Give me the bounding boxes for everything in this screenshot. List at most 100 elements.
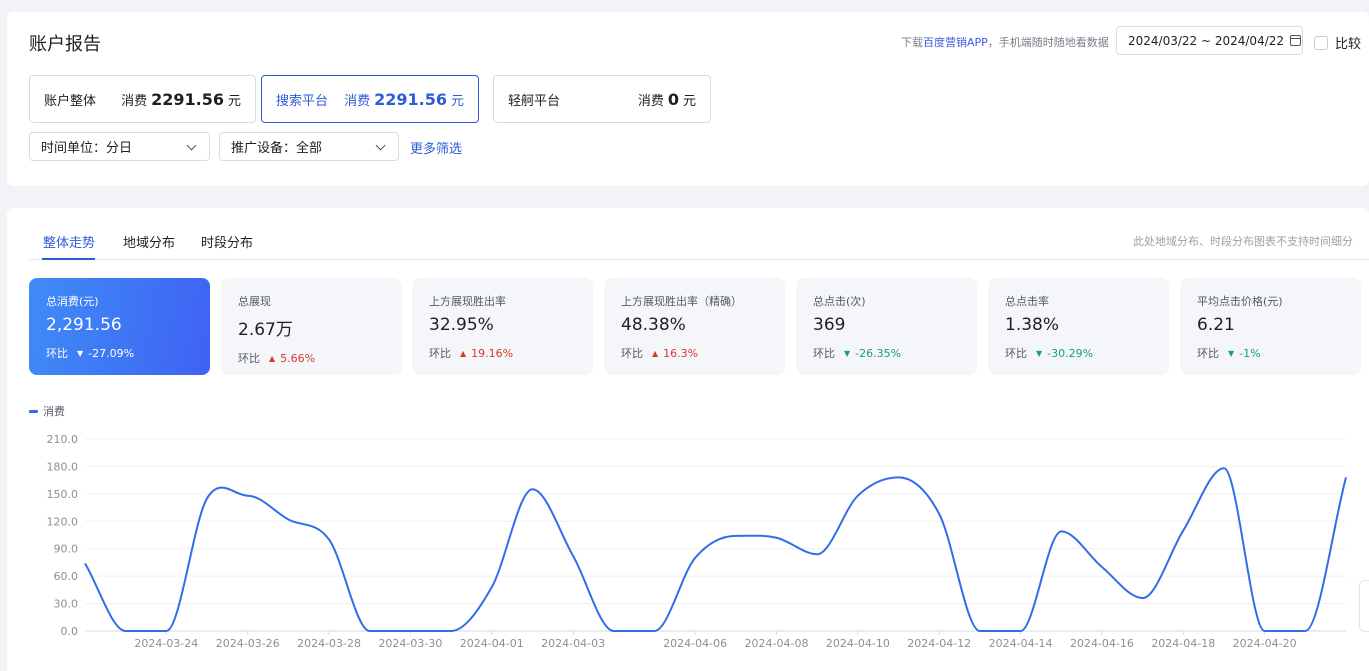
account-spend-amount: 0 — [667, 89, 679, 109]
report-header-card: 账户报告 下载百度营销APP，手机端随时随地看数据 2024/03/22 ~ 2… — [7, 12, 1369, 186]
tab-active-indicator — [42, 258, 95, 260]
promo-app-link[interactable]: 百度营销APP — [923, 36, 988, 49]
metric-card-total-impressions[interactable]: 总展现 2.67万 环比 ▲ 5.66% — [221, 278, 402, 375]
y-tick-label: 90.0 — [54, 543, 79, 556]
promo-suffix: ，手机端随时随地看数据 — [987, 36, 1109, 49]
account-spend-amount: 2291.56 — [374, 89, 447, 109]
metric-value: 6.21 — [1197, 315, 1235, 335]
device-select[interactable]: 推广设备：全部 — [219, 132, 399, 161]
x-tick-label: 2024-04-18 — [1151, 637, 1215, 650]
metric-compare-label: 环比 — [238, 352, 260, 365]
metric-label: 上方展现胜出率 — [429, 295, 506, 308]
metric-label: 总点击率 — [1005, 295, 1049, 308]
app-download-promo: 下载百度营销APP，手机端随时随地看数据 — [901, 34, 1109, 50]
metric-change: 环比 ▼ -1% — [1197, 345, 1344, 361]
x-tick-label: 2024-04-14 — [989, 637, 1053, 650]
date-range-value: 2024/03/22 ~ 2024/04/22 — [1128, 33, 1285, 48]
metric-change-value: -26.35% — [855, 346, 902, 360]
metric-compare-label: 环比 — [813, 347, 835, 360]
tab-region[interactable]: 地域分布 — [123, 236, 176, 251]
side-panel-handle[interactable] — [1359, 580, 1369, 632]
metric-change-value: 16.3% — [663, 346, 699, 360]
metric-label: 总消费(元) — [46, 295, 99, 308]
metric-card-total-spend[interactable]: 总消费(元) 2,291.56 环比 ▼ -27.09% — [29, 278, 210, 375]
x-tick-label: 2024-04-08 — [745, 637, 809, 650]
report-tabs: 整体走势 地域分布 时段分布 此处地域分布、时段分布图表不支持时间细分 — [29, 208, 1369, 260]
x-tick-label: 2024-03-28 — [297, 637, 361, 650]
x-tick-label: 2024-04-10 — [826, 637, 890, 650]
metric-card-top-impression-rate-exact[interactable]: 上方展现胜出率（精确） 48.38% 环比 ▲ 16.3% — [604, 278, 785, 375]
more-filters-link[interactable]: 更多筛选 — [410, 142, 463, 157]
x-tick-label: 2024-04-16 — [1070, 637, 1134, 650]
compare-toggle[interactable]: 比较 — [1314, 33, 1361, 52]
tab-overall-trend[interactable]: 整体走势 — [43, 236, 96, 251]
triangle-up-icon: ▲ — [652, 348, 659, 358]
metric-compare-label: 环比 — [621, 347, 643, 360]
account-label: 轻舸平台 — [508, 93, 561, 109]
compare-label: 比较 — [1335, 37, 1362, 52]
metric-change: 环比 ▼ -30.29% — [1005, 345, 1152, 361]
y-tick-label: 150.0 — [47, 488, 79, 501]
metric-card-total-clicks[interactable]: 总点击(次) 369 环比 ▼ -26.35% — [796, 278, 977, 375]
y-tick-label: 120.0 — [47, 515, 79, 528]
y-tick-label: 180.0 — [47, 460, 79, 473]
x-tick-label: 2024-03-24 — [134, 637, 198, 650]
time-unit-value: 时间单位：分日 — [41, 141, 133, 156]
metric-compare-label: 环比 — [46, 347, 68, 360]
y-tick-label: 60.0 — [54, 570, 79, 583]
metric-label: 总点击(次) — [813, 295, 866, 308]
metric-label: 总展现 — [238, 295, 271, 308]
metric-label: 上方展现胜出率（精确） — [621, 295, 742, 308]
triangle-down-icon: ▼ — [1228, 348, 1235, 358]
account-spend-label: 消费 — [637, 93, 664, 109]
metric-card-avg-click-price[interactable]: 平均点击价格(元) 6.21 环比 ▼ -1% — [1180, 278, 1361, 375]
account-tab-overall[interactable]: 账户整体 消费 2291.56 元 — [29, 75, 256, 123]
triangle-up-icon: ▲ — [269, 353, 276, 363]
x-tick-label: 2024-04-20 — [1233, 637, 1297, 650]
tab-note: 此处地域分布、时段分布图表不支持时间细分 — [1133, 235, 1353, 248]
x-tick-label: 2024-04-12 — [907, 637, 971, 650]
y-tick-label: 0.0 — [61, 625, 79, 638]
metric-change-value: 5.66% — [280, 351, 316, 365]
x-tick-label: 2024-04-01 — [460, 637, 524, 650]
calendar-icon — [1290, 35, 1302, 46]
account-spend-unit: 元 — [227, 93, 241, 109]
metric-change-value: -1% — [1239, 346, 1261, 360]
account-tab-qingge[interactable]: 轻舸平台 消费 0 元 — [493, 75, 711, 123]
metric-change-value: -27.09% — [88, 346, 135, 360]
y-tick-label: 210.0 — [47, 433, 79, 446]
triangle-down-icon: ▼ — [1036, 348, 1043, 358]
legend-swatch — [29, 409, 38, 413]
metric-change-value: 19.16% — [471, 346, 514, 360]
account-spend-unit: 元 — [682, 93, 696, 109]
account-spend-label: 消费 — [121, 93, 148, 109]
chart-legend[interactable]: 消费 — [29, 403, 65, 419]
triangle-down-icon: ▼ — [844, 348, 851, 358]
metric-change: 环比 ▼ -27.09% — [46, 345, 193, 361]
metric-value: 32.95% — [429, 315, 494, 335]
x-tick-label: 2024-03-26 — [216, 637, 280, 650]
legend-label: 消费 — [43, 405, 65, 418]
metric-label: 平均点击价格(元) — [1197, 295, 1283, 308]
metric-value: 48.38% — [621, 315, 686, 335]
triangle-up-icon: ▲ — [460, 348, 467, 358]
time-unit-select[interactable]: 时间单位：分日 — [29, 132, 210, 161]
account-spend-amount: 2291.56 — [151, 89, 224, 109]
series-line-spend[interactable] — [84, 467, 1347, 633]
tab-time-slot[interactable]: 时段分布 — [201, 236, 254, 251]
account-tab-search[interactable]: 搜索平台 消费 2291.56 元 — [261, 75, 479, 123]
device-value: 推广设备：全部 — [231, 141, 323, 156]
metric-card-click-rate[interactable]: 总点击率 1.38% 环比 ▼ -30.29% — [988, 278, 1169, 375]
page-title: 账户报告 — [29, 34, 101, 55]
metric-value: 2,291.56 — [46, 315, 122, 335]
metric-card-top-impression-rate[interactable]: 上方展现胜出率 32.95% 环比 ▲ 19.16% — [412, 278, 593, 375]
metric-value: 369 — [813, 315, 846, 335]
x-tick-label: 2024-03-30 — [378, 637, 442, 650]
metric-value: 1.38% — [1005, 315, 1060, 335]
date-range-picker[interactable]: 2024/03/22 ~ 2024/04/22 — [1116, 26, 1303, 55]
compare-checkbox[interactable] — [1314, 35, 1328, 50]
metric-compare-label: 环比 — [1005, 347, 1027, 360]
x-tick-label: 2024-04-03 — [541, 637, 605, 650]
account-spend-label: 消费 — [344, 93, 371, 109]
